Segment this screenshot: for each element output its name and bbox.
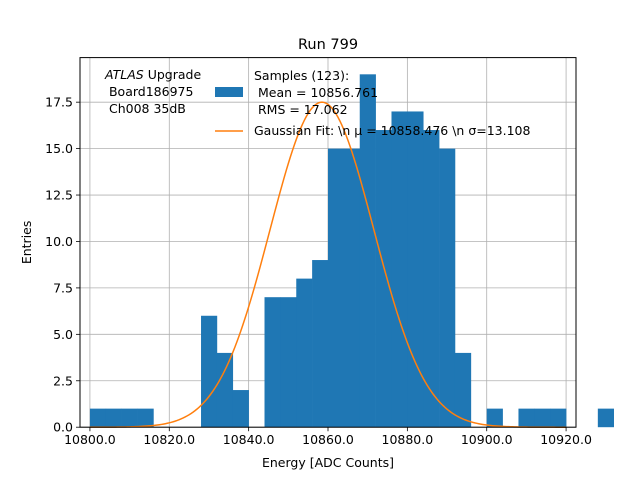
histogram-bar [375, 130, 392, 428]
histogram-bar [454, 352, 472, 428]
x-tick-label: 10840.0 [223, 432, 275, 447]
histogram-bar [264, 297, 281, 428]
histogram-bar [486, 408, 503, 428]
y-axis-ticks: 0.0 2.5 5.0 7.5 10.0 12.5 15.0 17.5 [45, 95, 80, 435]
histogram-bar [232, 390, 249, 428]
board-label: Board186975 [105, 84, 193, 99]
histogram-bar [343, 148, 361, 428]
histogram-bar [359, 74, 376, 428]
y-tick-label: 12.5 [45, 188, 73, 203]
x-tick-label: 10800.0 [64, 432, 116, 447]
x-tick-label: 10900.0 [461, 432, 513, 447]
histogram-bar [296, 278, 313, 428]
gaussian-fit [89, 101, 567, 428]
legend-hist-swatch [215, 87, 243, 97]
chart-title: Run 799 [298, 37, 358, 53]
histogram-bars [89, 74, 614, 428]
histogram-bar [328, 148, 345, 428]
histogram-bar [216, 352, 234, 428]
fit-curve [89, 101, 567, 428]
atlas-label: ATLAS [104, 67, 144, 82]
histogram-bar [280, 297, 297, 428]
histogram-bar [105, 408, 122, 428]
legend-hist-label-line3: RMS = 17.062 [254, 102, 348, 117]
histogram-bar [439, 148, 456, 428]
histogram-bar [89, 408, 107, 428]
legend-hist-label-line1: Samples (123): [254, 68, 349, 83]
legend-fit-label: Gaussian Fit: \n μ = 10858.476 \n σ=13.1… [254, 123, 530, 138]
x-tick-label: 10880.0 [382, 432, 434, 447]
histogram-bar [423, 130, 440, 428]
x-tick-label: 10820.0 [143, 432, 195, 447]
y-tick-label: 10.0 [45, 234, 73, 249]
annotation-text: ATLAS Upgrade Board186975 Ch008 35dB [104, 67, 201, 116]
y-axis-label: Entries [19, 221, 34, 265]
histogram-bar [391, 111, 408, 428]
x-axis-label: Energy [ADC Counts] [262, 455, 394, 470]
histogram-bar [597, 408, 614, 428]
legend-hist-label-line2: Mean = 10856.761 [254, 85, 378, 100]
legend: Samples (123): Mean = 10856.761 RMS = 17… [215, 68, 530, 138]
y-tick-label: 0.0 [53, 420, 73, 435]
histogram-bar [518, 408, 535, 428]
histogram-bar [550, 408, 567, 428]
upgrade-label: Upgrade [144, 67, 202, 82]
histogram-bar [534, 408, 551, 428]
x-axis-ticks: 10800.0 10820.0 10840.0 10860.0 10880.0 10900… [64, 427, 592, 447]
y-tick-label: 17.5 [45, 95, 73, 110]
y-tick-label: 15.0 [45, 141, 73, 156]
y-tick-label: 7.5 [53, 280, 73, 295]
histogram-bar [407, 111, 424, 428]
histogram-bar [312, 260, 329, 428]
histogram-bar [121, 408, 138, 428]
y-tick-label: 5.0 [53, 327, 73, 342]
histogram-bar [137, 408, 154, 428]
x-tick-label: 10920.0 [540, 432, 592, 447]
channel-label: Ch008 35dB [105, 101, 186, 116]
histogram-bar [201, 315, 218, 428]
y-tick-label: 2.5 [53, 373, 73, 388]
svg-text:ATLAS Upgrade: ATLAS Upgrade [104, 67, 201, 82]
x-tick-label: 10860.0 [302, 432, 354, 447]
